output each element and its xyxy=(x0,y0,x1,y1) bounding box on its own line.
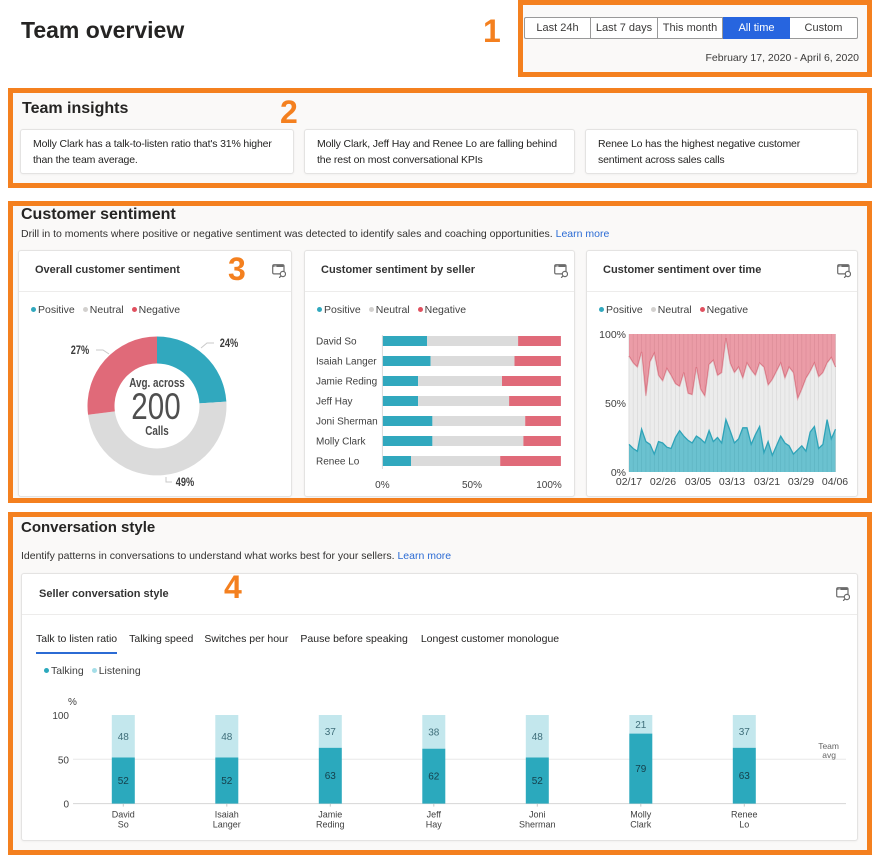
svg-text:27%: 27% xyxy=(71,345,89,357)
svg-text:21: 21 xyxy=(635,720,647,731)
svg-text:52: 52 xyxy=(532,776,544,787)
svg-text:Jeff: Jeff xyxy=(427,810,442,820)
svg-text:63: 63 xyxy=(325,771,337,782)
svg-text:100: 100 xyxy=(52,711,69,722)
svg-text:37: 37 xyxy=(325,727,337,738)
svg-text:49%: 49% xyxy=(176,477,194,489)
svg-text:48: 48 xyxy=(118,732,130,743)
svg-text:04/06: 04/06 xyxy=(822,476,848,488)
svg-text:Clark: Clark xyxy=(630,820,652,830)
svg-text:Lo: Lo xyxy=(739,820,749,830)
svg-text:52: 52 xyxy=(221,776,233,787)
svg-text:0: 0 xyxy=(63,800,69,811)
svg-text:Reding: Reding xyxy=(316,820,345,830)
svg-text:Molly Clark: Molly Clark xyxy=(316,437,366,448)
svg-text:David So: David So xyxy=(316,337,357,348)
svg-text:%: % xyxy=(68,697,77,708)
svg-text:38: 38 xyxy=(428,727,440,738)
svg-text:So: So xyxy=(118,820,129,830)
svg-text:02/26: 02/26 xyxy=(650,476,676,488)
svg-text:03/13: 03/13 xyxy=(719,476,745,488)
svg-text:Avg. across: Avg. across xyxy=(129,377,185,391)
svg-text:0%: 0% xyxy=(611,467,626,479)
svg-text:03/21: 03/21 xyxy=(754,476,780,488)
svg-text:Isaiah: Isaiah xyxy=(215,810,239,820)
svg-text:200: 200 xyxy=(131,387,180,428)
svg-text:Renee Lo: Renee Lo xyxy=(316,457,360,468)
svg-text:Team: Team xyxy=(818,741,839,751)
svg-text:50%: 50% xyxy=(462,480,482,491)
svg-text:100%: 100% xyxy=(536,480,562,491)
svg-text:03/05: 03/05 xyxy=(685,476,711,488)
svg-text:Renee: Renee xyxy=(731,810,758,820)
svg-text:Hay: Hay xyxy=(426,820,443,830)
svg-text:48: 48 xyxy=(221,732,233,743)
svg-text:48: 48 xyxy=(532,732,544,743)
svg-text:02/17: 02/17 xyxy=(616,476,642,488)
svg-text:62: 62 xyxy=(428,772,440,783)
svg-text:100%: 100% xyxy=(599,329,626,341)
svg-text:52: 52 xyxy=(118,776,130,787)
svg-text:Calls: Calls xyxy=(145,425,169,439)
svg-text:Jeff Hay: Jeff Hay xyxy=(316,397,353,408)
svg-text:79: 79 xyxy=(635,764,647,775)
svg-text:David: David xyxy=(112,810,135,820)
svg-text:Jamie: Jamie xyxy=(318,810,342,820)
svg-text:0%: 0% xyxy=(375,480,390,491)
svg-text:Langer: Langer xyxy=(213,820,241,830)
svg-text:03/29: 03/29 xyxy=(788,476,814,488)
svg-text:Joni: Joni xyxy=(529,810,546,820)
svg-text:Jamie Reding: Jamie Reding xyxy=(316,377,377,388)
svg-text:avg: avg xyxy=(822,750,836,760)
svg-text:50%: 50% xyxy=(605,398,626,410)
svg-text:50: 50 xyxy=(58,755,70,766)
svg-text:Isaiah Langer: Isaiah Langer xyxy=(316,357,377,368)
svg-text:Joni Sherman: Joni Sherman xyxy=(316,417,378,428)
svg-text:Molly: Molly xyxy=(630,810,652,820)
svg-text:Sherman: Sherman xyxy=(519,820,556,830)
svg-text:37: 37 xyxy=(739,727,751,738)
svg-text:63: 63 xyxy=(739,771,751,782)
svg-text:24%: 24% xyxy=(220,338,238,350)
